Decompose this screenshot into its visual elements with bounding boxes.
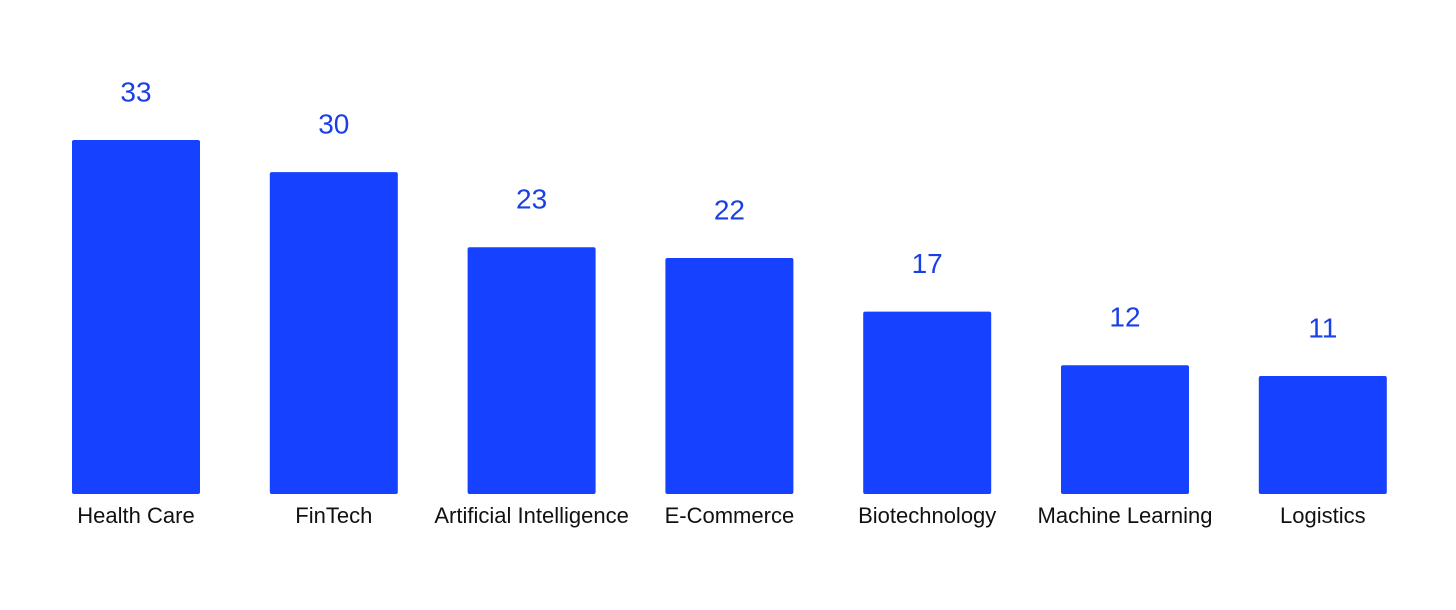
value-label: 30: [318, 109, 349, 140]
x-tick-label: Health Care: [77, 503, 194, 528]
x-tick-label: E-Commerce: [665, 503, 795, 528]
bar: [1061, 365, 1189, 494]
bar: [665, 258, 794, 494]
value-label: 33: [120, 76, 151, 107]
value-label: 12: [1109, 302, 1140, 333]
value-label: 22: [714, 194, 745, 225]
value-label: 17: [912, 248, 943, 279]
x-tick-label: Logistics: [1280, 503, 1366, 528]
x-tick-label: Artificial Intelligence: [434, 503, 628, 528]
x-tick-label: Machine Learning: [1038, 503, 1213, 528]
bar: [72, 140, 200, 494]
value-label: 23: [516, 184, 547, 215]
bar: [269, 172, 398, 494]
bar: [467, 247, 596, 494]
value-label: 11: [1308, 312, 1337, 343]
x-tick-label: Biotechnology: [858, 503, 996, 528]
bar: [863, 311, 992, 494]
x-tick-label: FinTech: [295, 503, 372, 528]
bar: [1258, 376, 1387, 494]
